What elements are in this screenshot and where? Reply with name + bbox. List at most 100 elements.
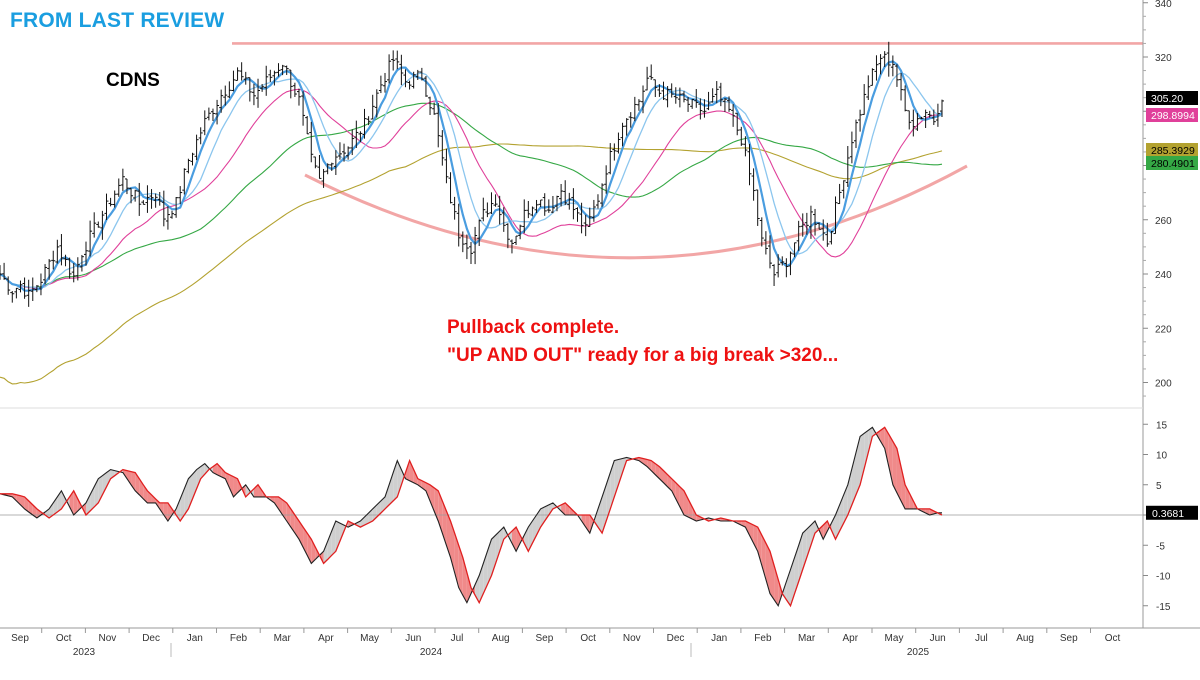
oscillator-fill xyxy=(638,457,644,464)
ma-magenta-line xyxy=(0,88,943,289)
x-year-label: 2025 xyxy=(907,647,930,658)
oscillator-fill xyxy=(307,533,312,564)
oscillator-fill xyxy=(487,539,492,585)
oscillator-fill xyxy=(901,466,906,509)
oscillator-fill xyxy=(311,539,316,564)
osc-tag-label: 0.3681 xyxy=(1152,508,1184,520)
oscillator-fill xyxy=(258,484,263,497)
oscillator-fill xyxy=(389,472,394,505)
price-tag-label: 298.8994 xyxy=(1151,110,1195,122)
oscillator-fill xyxy=(892,441,897,493)
x-month-label: Feb xyxy=(230,633,248,644)
price-tag-label: 285.3929 xyxy=(1151,145,1195,157)
oscillator-fill xyxy=(884,427,889,467)
oscillator-fill xyxy=(823,521,828,540)
headline: FROM LAST REVIEW xyxy=(10,9,225,32)
oscillator-fill xyxy=(376,500,381,518)
price-tag-label: 280.4901 xyxy=(1151,158,1195,170)
price-tag-box xyxy=(1146,91,1198,105)
oscillator-fill xyxy=(655,463,660,479)
price-tag-box xyxy=(1146,143,1198,157)
oscillator-fill xyxy=(667,474,672,491)
oscillator-fill xyxy=(692,506,697,522)
oscillator-fill xyxy=(86,494,91,515)
oscillator-fill xyxy=(602,484,607,534)
oscillator-fill xyxy=(647,459,652,471)
oscillator-fill xyxy=(409,460,414,483)
oscillator-fill xyxy=(671,478,676,499)
oscillator-fill xyxy=(217,463,222,477)
oscillator-fill xyxy=(45,508,50,519)
y-tick-label: 220 xyxy=(1155,324,1172,335)
oscillator-layer xyxy=(0,426,1143,608)
oscillator-fill xyxy=(794,545,799,594)
osc-y-tick-label: 10 xyxy=(1156,451,1168,462)
oscillator-fill xyxy=(581,515,586,528)
oscillator-fill xyxy=(73,490,78,515)
osc-y-tick-label: 5 xyxy=(1156,481,1162,492)
cup-arc xyxy=(304,164,968,260)
osc-y-tick-label: -5 xyxy=(1156,541,1165,552)
oscillator-fill xyxy=(790,557,795,606)
x-month-label: Jun xyxy=(930,633,946,644)
x-month-label: Jan xyxy=(711,633,727,644)
price-tag-box xyxy=(1146,108,1198,122)
oscillator-fill xyxy=(659,466,664,483)
oscillator-fill xyxy=(61,490,66,509)
oscillator-fill xyxy=(499,527,504,552)
oscillator-fill xyxy=(147,490,152,503)
oscillator-fill xyxy=(847,468,852,515)
x-month-label: Oct xyxy=(1105,633,1121,644)
oscillator-fill xyxy=(774,565,779,606)
x-year-label: 2023 xyxy=(73,647,96,658)
y-tick-label: 320 xyxy=(1155,53,1172,64)
annotation-line-1: Pullback complete. xyxy=(447,317,620,338)
oscillator-fill xyxy=(294,515,299,540)
x-month-label: Dec xyxy=(142,633,160,644)
oscillator-fill xyxy=(16,494,21,505)
x-month-label: Dec xyxy=(667,633,685,644)
y-tick-label: 260 xyxy=(1155,216,1172,227)
oscillator-fill xyxy=(745,521,750,536)
oscillator-fill xyxy=(110,469,115,479)
y-tick-label: 240 xyxy=(1155,270,1172,281)
oscillator-fill xyxy=(69,490,74,515)
oscillator-fill xyxy=(495,531,500,564)
x-month-label: Sep xyxy=(1060,633,1078,644)
oscillator-fill xyxy=(810,521,816,546)
oscillator-fill xyxy=(446,510,451,558)
oscillator-fill xyxy=(36,508,41,519)
oscillator-fill xyxy=(221,468,226,479)
price-bar-layer xyxy=(0,41,944,307)
x-month-label: Jul xyxy=(975,633,988,644)
oscillator-fill xyxy=(896,448,902,501)
oscillator-fill xyxy=(151,494,156,503)
oscillator-fill xyxy=(425,482,431,501)
oscillator-fill xyxy=(511,527,517,552)
oscillator-fill xyxy=(413,469,418,485)
osc-y-tick-label: 15 xyxy=(1156,420,1168,431)
x-month-label: May xyxy=(885,633,904,644)
x-month-label: Oct xyxy=(56,633,72,644)
osc-y-tick-label: -15 xyxy=(1156,602,1171,613)
x-month-label: Apr xyxy=(843,633,859,644)
oscillator-fill xyxy=(204,463,209,475)
x-year-label: 2024 xyxy=(420,647,443,658)
oscillator-fill xyxy=(159,502,164,515)
x-month-label: Sep xyxy=(536,633,554,644)
oscillator-fill xyxy=(184,478,189,515)
oscillator-fill xyxy=(454,533,459,588)
oscillator-fill xyxy=(126,470,132,485)
oscillator-fill xyxy=(806,525,811,558)
oscillator-signal-line xyxy=(0,426,943,608)
oscillator-fill xyxy=(864,430,869,469)
oscillator-fill xyxy=(688,498,693,520)
ma-green-line xyxy=(0,102,943,288)
oscillator-fill xyxy=(843,484,848,524)
oscillator-fill xyxy=(606,472,611,522)
y-tick-label: 200 xyxy=(1155,379,1172,390)
oscillator-fill xyxy=(618,458,623,485)
x-month-label: Oct xyxy=(580,633,596,644)
osc-y-tick-label: -10 xyxy=(1156,572,1171,583)
